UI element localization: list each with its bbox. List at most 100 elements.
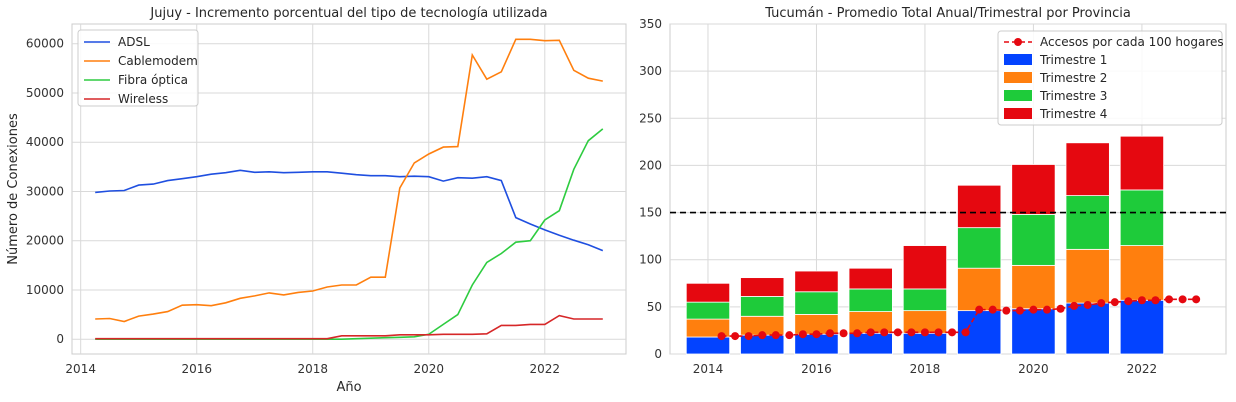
y-tick-label: 60000 [26, 37, 64, 51]
legend-label-2: Cablemodem [118, 54, 198, 68]
accesos-point [1151, 296, 1160, 305]
x-tick-label: 2016 [801, 362, 832, 376]
accesos-point [744, 332, 753, 341]
bar-2-2019 [957, 267, 1002, 312]
x-tick-label: 2014 [693, 362, 724, 376]
y-axis-label: Número de Conexiones [6, 113, 21, 265]
accesos-point [1137, 296, 1146, 305]
legend-box [77, 29, 199, 107]
y-tick-label: 200 [639, 158, 662, 172]
bar-3-2021 [1065, 195, 1110, 250]
legend-swatch-1 [1004, 54, 1032, 65]
series-line-1 [95, 169, 604, 252]
x-tick-label: 2022 [1127, 362, 1158, 376]
accesos-point [1165, 295, 1174, 304]
accesos-point [948, 328, 957, 337]
legend-label-4: Trimestre 4 [1039, 107, 1107, 121]
bar-3-2014 [685, 301, 731, 320]
accesos-point [988, 305, 997, 314]
bar-4-2014 [685, 282, 731, 303]
legend-label-3: Trimestre 3 [1039, 89, 1107, 103]
y-tick-label: 300 [639, 64, 662, 78]
bar-4-2021 [1065, 142, 1110, 197]
legend-swatch-3 [1004, 90, 1032, 101]
x-tick-label: 2018 [910, 362, 941, 376]
accesos-point [839, 329, 848, 338]
y-tick-label: 100 [639, 253, 662, 267]
bar-2-2022 [1119, 245, 1165, 301]
bar-4-2015 [740, 277, 785, 297]
y-tick-label: 50000 [26, 86, 64, 100]
y-tick-label: 250 [639, 111, 662, 125]
bar-4-2022 [1119, 135, 1165, 191]
legend-box [997, 30, 1223, 126]
accesos-point [866, 328, 875, 337]
y-tick-label: 10000 [26, 283, 64, 297]
accesos-point [1056, 304, 1065, 313]
accesos-point [826, 329, 835, 338]
accesos-point [785, 331, 794, 340]
y-tick-label: 150 [639, 206, 662, 220]
accesos-point [853, 329, 862, 338]
accesos-point [1029, 305, 1038, 314]
chart-title: Jujuy - Incremento porcentual del tipo d… [149, 6, 547, 21]
x-axis-label: Año [336, 380, 361, 395]
chart-title: Tucumán - Promedio Total Anual/Trimestra… [764, 6, 1131, 21]
x-tick-label: 2022 [530, 362, 561, 376]
bar-3-2017 [848, 288, 893, 312]
bar-3-2019 [957, 227, 1002, 269]
x-tick-label: 2016 [181, 362, 212, 376]
legend: ADSL Cablemodem Fibra óptica Wireless [77, 29, 199, 107]
accesos-point [920, 328, 929, 337]
accesos-point [975, 305, 984, 314]
accesos-point [1015, 306, 1024, 315]
accesos-point [907, 328, 916, 337]
series-line-2 [95, 38, 603, 323]
legend-label-1: Trimestre 1 [1039, 53, 1107, 67]
y-tick-label: 20000 [26, 234, 64, 248]
legend-label-4: Wireless [118, 92, 168, 106]
bar-1-2021 [1065, 302, 1110, 355]
chart-jujuy: 2014 2016 2018 2020 2022 0 10000 20000 30000 4000… [6, 6, 627, 395]
bar-2-2021 [1065, 248, 1110, 304]
bar-2-2020 [1011, 264, 1056, 310]
y-tick-label: 0 [654, 347, 662, 361]
series-line-4 [95, 314, 603, 340]
bar-3-2020 [1011, 214, 1056, 266]
bar-1-2018 [902, 332, 948, 355]
y-tick-label: 50 [647, 300, 662, 314]
x-tick-label: 2014 [65, 362, 96, 376]
accesos-point [1042, 305, 1051, 314]
y-tick-label: 0 [56, 332, 64, 346]
bar-3-2022 [1119, 189, 1165, 246]
accesos-point [1110, 298, 1119, 307]
accesos-point [1124, 297, 1133, 306]
accesos-point [758, 331, 767, 340]
bar-4-2018 [902, 245, 948, 290]
bar-3-2015 [740, 296, 785, 317]
accesos-point [1002, 306, 1011, 315]
accesos-point [717, 332, 726, 341]
legend-label-2: Trimestre 2 [1039, 71, 1107, 85]
accesos-point [893, 328, 902, 337]
accesos-point [771, 331, 780, 340]
x-tick-label: 2018 [297, 362, 328, 376]
legend-swatch-marker [1014, 38, 1022, 46]
accesos-point [812, 330, 821, 339]
bar-4-2016 [794, 270, 839, 293]
bar-4-2020 [1011, 164, 1056, 215]
accesos-point [1178, 295, 1187, 304]
x-tick-label: 2020 [1018, 362, 1049, 376]
y-tick-label: 30000 [26, 184, 64, 198]
accesos-point [731, 332, 740, 341]
legend: Accesos por cada 100 hogares Trimestre 1 T… [997, 30, 1224, 126]
bar-3-2018 [902, 288, 948, 312]
accesos-point [961, 328, 970, 337]
y-tick-label: 40000 [26, 135, 64, 149]
accesos-point [934, 328, 943, 337]
accesos-point [1070, 301, 1079, 310]
accesos-point [1097, 299, 1106, 308]
legend-swatch-4 [1004, 108, 1032, 119]
legend-swatch-2 [1004, 72, 1032, 83]
